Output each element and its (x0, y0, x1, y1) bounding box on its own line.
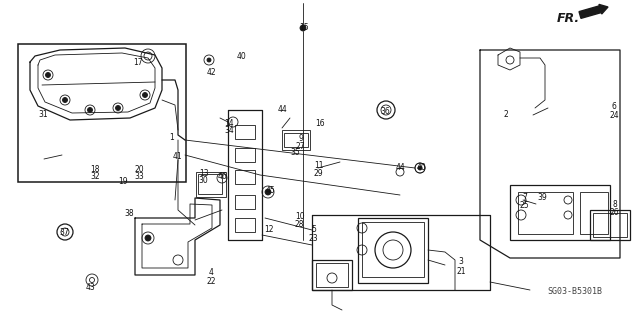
Text: FR.: FR. (556, 11, 580, 25)
Circle shape (115, 106, 120, 110)
Text: 21: 21 (456, 267, 465, 276)
FancyArrow shape (579, 4, 608, 19)
Circle shape (265, 189, 271, 195)
Bar (510, 185, 610, 240)
Bar (18, 44, 186, 182)
Text: 11: 11 (314, 161, 323, 170)
Text: 3: 3 (458, 257, 463, 266)
Text: 1: 1 (169, 133, 174, 142)
Text: 17: 17 (132, 58, 143, 67)
Text: 6: 6 (612, 102, 617, 111)
Text: 10: 10 (294, 212, 305, 221)
Text: 14: 14 (224, 119, 234, 128)
Text: 41: 41 (173, 152, 183, 161)
Bar (358, 218, 428, 283)
Text: 27: 27 (296, 142, 306, 151)
Circle shape (145, 235, 151, 241)
Text: 43: 43 (86, 283, 96, 292)
Text: 37: 37 (59, 228, 69, 237)
Text: 13: 13 (198, 169, 209, 178)
Text: 28: 28 (295, 220, 304, 229)
Bar (593, 213, 627, 237)
Text: 36: 36 (380, 107, 390, 115)
Bar (235, 218, 255, 232)
Text: 26: 26 (609, 208, 620, 217)
Bar (235, 170, 255, 184)
Text: 44: 44 (278, 105, 288, 114)
Bar (196, 172, 226, 197)
Bar (316, 263, 348, 287)
Text: 20: 20 (134, 165, 145, 174)
Text: 31: 31 (38, 110, 49, 119)
Text: 15: 15 (299, 23, 309, 32)
Text: 9: 9 (298, 134, 303, 143)
Bar (590, 210, 630, 240)
Text: 7: 7 (522, 193, 527, 202)
Text: 30: 30 (198, 176, 209, 185)
Text: 45: 45 (265, 186, 275, 195)
Text: 44: 44 (395, 163, 405, 172)
Text: 29: 29 (314, 169, 324, 178)
Text: SG03-B5301B: SG03-B5301B (547, 287, 602, 296)
Circle shape (143, 93, 147, 98)
Bar (312, 260, 352, 290)
Text: 5: 5 (311, 225, 316, 234)
Text: 12: 12 (264, 225, 273, 234)
Text: 39: 39 (538, 193, 548, 202)
Text: 38: 38 (124, 209, 134, 218)
Text: 19: 19 (118, 177, 128, 186)
Circle shape (207, 58, 211, 62)
Text: 35: 35 (291, 148, 301, 157)
Text: 4: 4 (209, 268, 214, 277)
Circle shape (63, 98, 67, 102)
Text: 46: 46 (218, 172, 228, 181)
Text: 25: 25 (520, 201, 530, 210)
Bar (282, 130, 310, 150)
Bar (518, 192, 573, 234)
Text: 16: 16 (315, 119, 325, 128)
Text: 33: 33 (134, 172, 145, 181)
Text: 40: 40 (416, 163, 426, 172)
Bar (198, 174, 222, 194)
Text: 18: 18 (90, 165, 99, 174)
Circle shape (88, 108, 93, 113)
Text: 42: 42 (206, 68, 216, 77)
Circle shape (418, 166, 422, 170)
Circle shape (45, 72, 51, 78)
Text: 23: 23 (308, 234, 319, 243)
Text: 22: 22 (207, 277, 216, 286)
Text: 24: 24 (609, 111, 620, 120)
Bar (235, 148, 255, 162)
Text: 2: 2 (503, 110, 508, 119)
Bar (284, 133, 308, 147)
Circle shape (300, 25, 306, 31)
Text: 32: 32 (90, 172, 100, 181)
Bar (580, 192, 608, 234)
Bar (235, 195, 255, 209)
Bar (362, 222, 424, 277)
Bar (235, 125, 255, 139)
Text: 34: 34 (224, 126, 234, 135)
Text: 40: 40 (237, 52, 247, 61)
Text: 8: 8 (612, 200, 617, 209)
